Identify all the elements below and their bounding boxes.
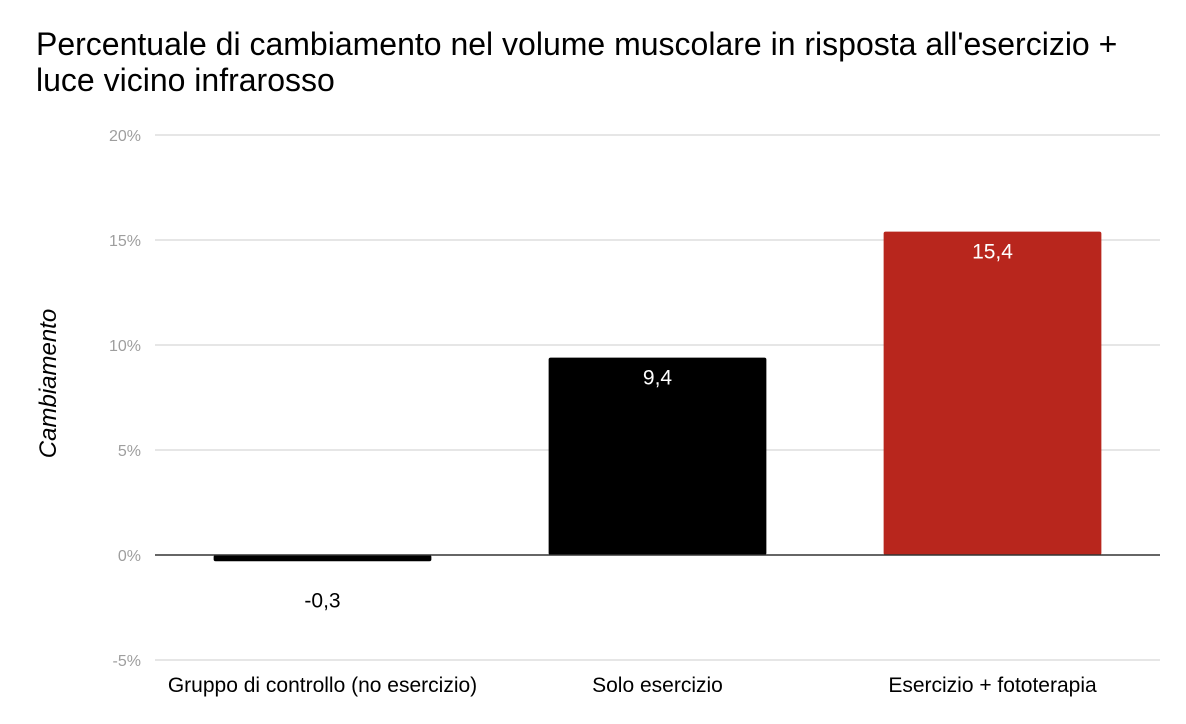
data-label: 15,4 xyxy=(972,241,1013,264)
chart-title: Percentuale di cambiamento nel volume mu… xyxy=(36,26,1118,98)
x-category-label: Gruppo di controllo (no esercizio) xyxy=(168,674,477,697)
x-category-label: Solo esercizio xyxy=(592,674,723,697)
y-tick-labels: -5% 0% 5% 10% 15% 20% xyxy=(109,128,141,670)
y-tick-label: -5% xyxy=(113,653,141,670)
bar xyxy=(213,555,432,562)
y-tick-label: 5% xyxy=(118,443,141,460)
y-tick-label: 10% xyxy=(109,338,141,355)
y-tick-label: 20% xyxy=(109,128,141,145)
x-category-label: Esercizio + fototerapia xyxy=(888,674,1097,697)
x-category-labels: Gruppo di controllo (no esercizio) Solo e… xyxy=(168,674,1097,697)
data-labels: -0,3 9,4 15,4 xyxy=(304,241,1013,613)
y-axis-title: Cambiamento xyxy=(35,309,62,458)
bar xyxy=(883,231,1102,555)
y-tick-label: 0% xyxy=(118,548,141,565)
data-label: 9,4 xyxy=(643,367,673,390)
bars xyxy=(213,231,1102,562)
y-tick-label: 15% xyxy=(109,233,141,250)
data-label: -0,3 xyxy=(304,589,340,612)
bar xyxy=(548,357,767,555)
